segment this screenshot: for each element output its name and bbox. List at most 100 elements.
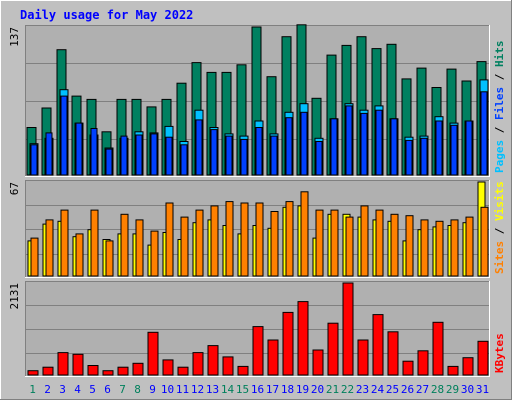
bar-sites-day-8 <box>135 219 144 277</box>
bar-kbytes-day-27 <box>417 350 429 376</box>
x-tick-day-27: 27 <box>416 383 429 396</box>
x-tick-day-20: 20 <box>311 383 324 396</box>
legend-part-2: Files <box>493 87 506 120</box>
bar-pages-day-4 <box>75 122 83 176</box>
x-tick-day-28: 28 <box>431 383 444 396</box>
bar-kbytes-day-31 <box>477 340 489 376</box>
x-tick-day-15: 15 <box>236 383 249 396</box>
bar-pages-day-5 <box>90 128 98 176</box>
x-tick-day-4: 4 <box>74 383 81 396</box>
bar-sites-day-14 <box>225 201 234 277</box>
x-tick-day-31: 31 <box>476 383 489 396</box>
panel-middle: 67 Sites / Visits <box>8 180 506 278</box>
bar-pages-day-9 <box>150 133 158 176</box>
bar-sites-day-17 <box>270 211 279 277</box>
bar-kbytes-day-24 <box>372 314 384 376</box>
bar-pages-day-11 <box>180 144 188 176</box>
bar-sites-day-21 <box>330 209 339 277</box>
bar-sites-day-25 <box>390 213 399 277</box>
bar-pages-day-31 <box>480 91 488 176</box>
legend-part-1: / <box>493 120 506 140</box>
bar-kbytes-day-10 <box>162 359 174 376</box>
y-tick-label: 137 <box>8 27 21 47</box>
bar-kbytes-day-26 <box>402 360 414 376</box>
legend-part-4: Hits <box>493 41 506 68</box>
x-tick-day-26: 26 <box>401 383 414 396</box>
y-tick-label: 2131 <box>8 283 21 310</box>
bar-sites-day-16 <box>255 202 264 277</box>
bar-kbytes-day-20 <box>312 349 324 376</box>
x-tick-day-11: 11 <box>176 383 189 396</box>
panel-legend: Pages / Files / Hits <box>493 41 506 174</box>
bar-pages-day-12 <box>195 119 203 176</box>
legend-part-0: KBytes <box>493 333 506 373</box>
x-tick-day-16: 16 <box>251 383 264 396</box>
bar-pages-day-18 <box>285 117 293 176</box>
bar-kbytes-day-16 <box>252 326 264 376</box>
bar-pages-day-2 <box>45 132 53 176</box>
bar-pages-day-25 <box>390 118 398 176</box>
x-tick-day-18: 18 <box>281 383 294 396</box>
bar-sites-day-4 <box>75 233 84 277</box>
bar-pages-day-3 <box>60 95 68 176</box>
bar-sites-day-9 <box>150 230 159 277</box>
bar-sites-day-12 <box>195 209 204 277</box>
bar-pages-day-13 <box>210 129 218 176</box>
bar-sites-day-30 <box>465 216 474 277</box>
x-tick-day-2: 2 <box>44 383 51 396</box>
x-tick-day-3: 3 <box>59 383 66 396</box>
bar-pages-day-30 <box>465 120 473 176</box>
x-tick-day-14: 14 <box>221 383 235 396</box>
chart-title: Daily usage for May 2022 <box>20 8 193 22</box>
bar-pages-day-24 <box>375 109 383 176</box>
x-tick-day-30: 30 <box>461 383 474 396</box>
bar-kbytes-day-14 <box>222 356 234 376</box>
panel-top: 137 Pages / Files / Hits <box>8 24 506 177</box>
x-tick-day-12: 12 <box>191 383 204 396</box>
bar-sites-day-22 <box>345 216 354 277</box>
bar-kbytes-day-7 <box>117 366 129 376</box>
bar-sites-day-2 <box>45 219 54 277</box>
bar-sites-day-3 <box>60 209 69 277</box>
bar-sites-day-11 <box>180 216 189 277</box>
bar-kbytes-day-3 <box>57 352 69 376</box>
bar-pages-day-20 <box>315 141 323 176</box>
x-tick-day-29: 29 <box>446 383 459 396</box>
bar-kbytes-day-18 <box>282 311 294 376</box>
bar-pages-day-23 <box>360 112 368 176</box>
x-tick-day-22: 22 <box>341 383 354 396</box>
bar-pages-day-10 <box>165 136 173 176</box>
legend-part-1: / <box>493 221 506 241</box>
bar-pages-day-14 <box>225 135 233 176</box>
bar-sites-day-29 <box>450 219 459 277</box>
bar-kbytes-day-19 <box>297 301 309 376</box>
bar-pages-day-27 <box>420 137 428 176</box>
bar-sites-day-31 <box>480 206 489 277</box>
panel-legend: Sites / Visits <box>493 181 506 274</box>
bar-kbytes-day-30 <box>462 357 474 376</box>
bar-kbytes-day-2 <box>42 366 54 376</box>
legend-part-0: Pages <box>493 140 506 173</box>
bar-kbytes-day-23 <box>357 339 369 376</box>
bar-kbytes-day-11 <box>177 366 189 376</box>
bar-kbytes-day-5 <box>87 365 99 376</box>
chart-panels: 137 Pages / Files / Hits 67 Sites / Visits 2… <box>8 24 506 377</box>
bar-pages-day-28 <box>435 120 443 176</box>
bar-kbytes-day-4 <box>72 353 84 376</box>
bar-pages-day-19 <box>300 111 308 176</box>
bar-kbytes-day-6 <box>102 370 114 376</box>
x-tick-day-19: 19 <box>296 383 309 396</box>
bar-sites-day-18 <box>285 201 294 277</box>
x-tick-day-17: 17 <box>266 383 279 396</box>
bar-sites-day-28 <box>435 220 444 277</box>
x-tick-day-23: 23 <box>356 383 369 396</box>
bar-sites-day-6 <box>105 240 114 277</box>
bar-pages-day-15 <box>240 138 248 176</box>
y-tick-label: 67 <box>8 182 21 195</box>
bar-sites-day-7 <box>120 213 129 277</box>
bar-sites-day-20 <box>315 209 324 277</box>
bar-kbytes-day-12 <box>192 352 204 376</box>
bar-pages-day-16 <box>255 127 263 176</box>
bar-sites-day-27 <box>420 219 429 277</box>
